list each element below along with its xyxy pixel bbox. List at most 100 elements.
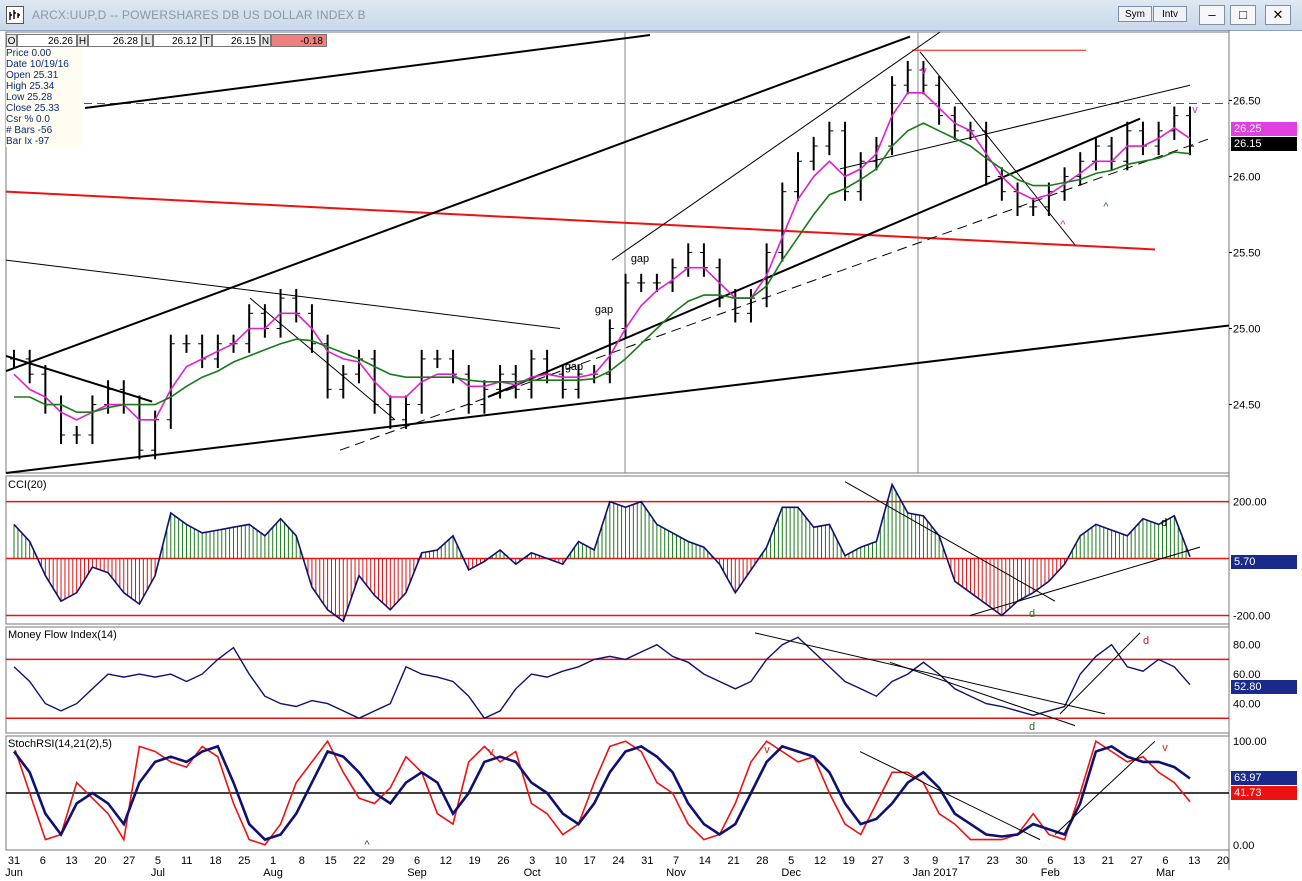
stoch-trend-line [1054,740,1156,835]
x-tick-label: 6 [414,855,420,867]
intv-button[interactable]: Intv [1153,6,1187,22]
x-tick-label: 20 [1217,855,1229,867]
bottom-caret-marker: ^ [1060,219,1066,231]
x-tick-label: 26 [497,855,509,867]
mfi-flag: 52.80 [1231,680,1297,694]
x-tick-label: 6 [1162,855,1168,867]
top-v-marker: v [921,65,927,77]
mfi-divergence-label: d [1143,635,1149,647]
x-tick-label: 13 [1073,855,1085,867]
price-trend-line [5,324,1230,474]
price-trend-line [249,297,396,421]
ohlc-last: 26.15 [212,34,260,47]
x-tick-label: 27 [1131,855,1143,867]
x-tick-label: 29 [382,855,394,867]
mfi-trend-line [754,632,1106,715]
price-y-tick: 24.50 [1233,400,1261,412]
ohlc-label-o: O [6,34,17,47]
x-tick-label: 31 [8,855,20,867]
ohlc-low: 26.12 [153,34,201,47]
price-y-tick: 25.00 [1233,324,1261,336]
price-y-tick: 26.00 [1233,171,1261,183]
mfi-trend-line [889,661,1076,727]
mfi-y-tick: 40.00 [1233,699,1261,711]
price-trend-line [487,117,1141,398]
bottom-caret-marker: ^ [1103,201,1109,213]
mfi-y-tick: 80.00 [1233,640,1261,652]
restore-icon[interactable]: □ [1230,5,1256,25]
stoch-v-marker: v [488,746,494,758]
info-high: High 25.34 [6,81,55,92]
stochrsi-title: StochRSI(14,21(2),5) [8,738,112,750]
pane-frame-0 [5,31,1230,474]
x-month-label: Dec [781,867,801,879]
cci-title: CCI(20) [8,479,47,491]
red-trend-line [5,190,1156,251]
sym-button[interactable]: Sym [1118,6,1152,22]
x-tick-label: 25 [238,855,250,867]
price-trend-line [84,34,651,110]
x-tick-label: 8 [299,855,305,867]
mfi-trend-line [1059,632,1141,715]
x-tick-label: 21 [1102,855,1114,867]
minimize-icon[interactable]: – [1199,5,1225,25]
stoch-v-marker: v [1162,742,1168,754]
x-tick-label: 20 [94,855,106,867]
info-price: Price 0.00 [6,48,52,59]
x-tick-label: 12 [440,855,452,867]
cci-trend-line [844,481,1056,602]
info-barix: Bar Ix -97 [6,136,50,147]
info-bars: # Bars -56 [6,125,53,136]
close-icon[interactable]: ✕ [1265,5,1291,25]
ohlc-label-t: T [201,34,212,47]
x-tick-label: 27 [123,855,135,867]
info-close: Close 25.33 [6,103,60,114]
title-bar: ARCX:UUP,D -- POWERSHARES DB US DOLLAR I… [0,0,1302,31]
x-month-label: Jun [5,867,23,879]
mfi-divergence-label: d [1029,721,1035,733]
app-icon [6,6,24,24]
info-open: Open 25.31 [6,70,59,81]
x-tick-label: 22 [353,855,365,867]
info-low: Low 25.28 [6,92,53,103]
stoch-caret-marker: ^ [364,839,370,851]
cci-line [13,482,1191,623]
info-csr: Csr % 0.0 [6,114,50,125]
price-trend-line [5,35,911,373]
x-tick-label: 13 [65,855,77,867]
x-month-label: Mar [1156,867,1175,879]
x-tick-label: 17 [584,855,596,867]
x-tick-label: 1 [270,855,276,867]
price-trend-line [611,31,941,261]
price-trend-line [5,354,153,403]
price-trend-line [5,259,561,330]
mfi-y-tick: 60.00 [1233,669,1261,681]
x-tick-label: 6 [1047,855,1053,867]
x-tick-label: 12 [814,855,826,867]
chart-area: 31 6 13 20 27 5 11 18 25 1 8 15 22 29 6 12 19 26 3 10 17 24 31… [5,30,1270,879]
x-tick-label: 18 [209,855,221,867]
ohlc-label-n: N [260,34,271,47]
x-month-label: Sep [407,867,427,879]
stoch-slow-flag: 63.97 [1231,771,1297,785]
x-tick-label: 17 [958,855,970,867]
ohlc-label-l: L [142,34,153,47]
info-date: Date 10/19/16 [6,59,69,70]
stoch-fast-flag: 41.73 [1231,786,1297,800]
mfi-line [13,636,1191,720]
ohlc-net: -0.18 [271,34,327,47]
stoch-trend-line [859,751,1041,841]
x-tick-label: 21 [728,855,740,867]
x-tick-label: 9 [932,855,938,867]
cci-flag: 5.70 [1231,555,1297,569]
x-tick-label: 7 [673,855,679,867]
x-tick-label: 13 [1188,855,1200,867]
gap-label: gap [631,253,649,265]
cci-trend-line [969,546,1201,616]
x-tick-label: 31 [641,855,653,867]
price-trend-line [919,51,1076,246]
cci-y-tick: -200.00 [1233,610,1270,622]
price-flag-ema: 26.25 [1231,122,1297,136]
x-tick-label: 10 [555,855,567,867]
